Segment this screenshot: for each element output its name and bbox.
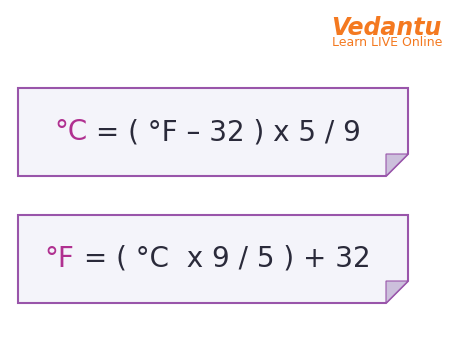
Text: Learn LIVE Online: Learn LIVE Online	[332, 36, 442, 49]
Text: = ( °C  x 9 / 5 ) + 32: = ( °C x 9 / 5 ) + 32	[75, 245, 370, 273]
Text: °C: °C	[54, 118, 87, 146]
Polygon shape	[386, 154, 408, 176]
Polygon shape	[386, 281, 408, 303]
Text: °F: °F	[45, 245, 75, 273]
Polygon shape	[18, 88, 408, 176]
Text: = ( °F – 32 ) x 5 / 9: = ( °F – 32 ) x 5 / 9	[87, 118, 361, 146]
Polygon shape	[18, 215, 408, 303]
Text: Vedantu: Vedantu	[332, 16, 442, 40]
